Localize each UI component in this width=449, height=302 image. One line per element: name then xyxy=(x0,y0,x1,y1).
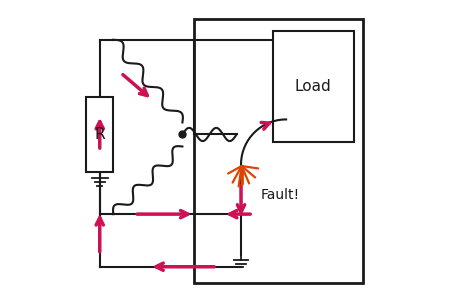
Text: Fault!: Fault! xyxy=(260,188,299,202)
Text: R: R xyxy=(94,127,105,142)
Bar xyxy=(273,31,354,142)
Bar xyxy=(86,97,113,172)
Text: Load: Load xyxy=(295,79,331,94)
Bar xyxy=(194,19,363,283)
